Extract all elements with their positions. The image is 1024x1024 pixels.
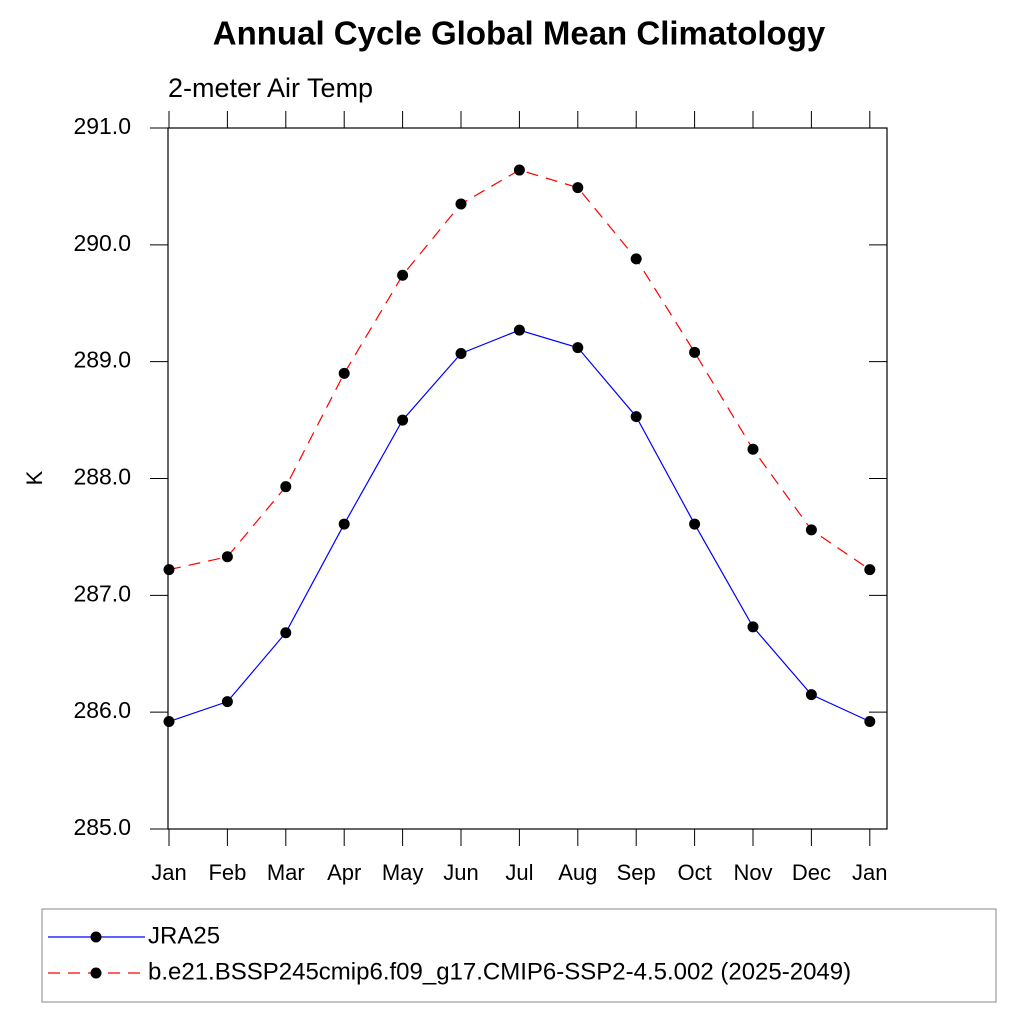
x-tick-label: Mar xyxy=(267,860,305,885)
point xyxy=(397,269,409,281)
point xyxy=(689,518,701,530)
point xyxy=(513,324,525,336)
chart-title: Annual Cycle Global Mean Climatology xyxy=(213,15,826,52)
x-tick-label: Oct xyxy=(677,860,711,885)
x-tick-label: Jul xyxy=(505,860,533,885)
y-tick-label: 290.0 xyxy=(73,230,131,256)
x-tick-label: Sep xyxy=(617,860,656,885)
x-tick-label: May xyxy=(382,860,424,885)
legend-marker xyxy=(90,931,102,943)
point xyxy=(805,689,817,701)
y-tick-label: 289.0 xyxy=(73,347,131,373)
point xyxy=(689,346,701,358)
x-tick-label: Jan xyxy=(852,860,887,885)
y-tick-label: 285.0 xyxy=(73,814,131,840)
point xyxy=(163,716,175,728)
y-tick-label: 286.0 xyxy=(73,697,131,723)
point xyxy=(747,443,759,455)
point xyxy=(397,414,409,426)
legend-label: JRA25 xyxy=(148,922,220,949)
series-line xyxy=(168,329,871,723)
point xyxy=(513,164,525,176)
point xyxy=(864,564,876,576)
x-tick-label: Feb xyxy=(208,860,246,885)
point xyxy=(280,481,292,493)
point xyxy=(338,518,350,530)
point xyxy=(163,564,175,576)
point xyxy=(630,253,642,265)
point xyxy=(864,716,876,728)
x-tick-label: Jan xyxy=(151,860,186,885)
point xyxy=(338,367,350,379)
legend-marker xyxy=(90,967,102,979)
x-tick-label: Dec xyxy=(792,860,831,885)
y-tick-label: 288.0 xyxy=(73,464,131,490)
legend-label: b.e21.BSSP245cmip6.f09_g17.CMIP6-SSP2-4.… xyxy=(148,958,851,985)
point xyxy=(747,621,759,633)
legend-box xyxy=(41,908,997,1003)
x-tick-label: Apr xyxy=(327,860,361,885)
series-line xyxy=(168,169,871,571)
plot-frame xyxy=(167,127,888,830)
x-tick-label: Nov xyxy=(733,860,772,885)
point xyxy=(221,696,233,708)
point xyxy=(455,347,467,359)
point xyxy=(455,198,467,210)
chart-subtitle: 2-meter Air Temp xyxy=(168,73,373,103)
y-tick-label: 291.0 xyxy=(73,113,131,139)
point xyxy=(805,524,817,536)
point xyxy=(221,551,233,563)
x-tick-label: Jun xyxy=(443,860,478,885)
y-axis-label: K xyxy=(22,470,47,485)
point xyxy=(630,411,642,423)
point xyxy=(572,342,584,354)
y-tick-label: 287.0 xyxy=(73,580,131,606)
x-tick-label: Aug xyxy=(558,860,597,885)
point xyxy=(280,627,292,639)
point xyxy=(572,182,584,194)
